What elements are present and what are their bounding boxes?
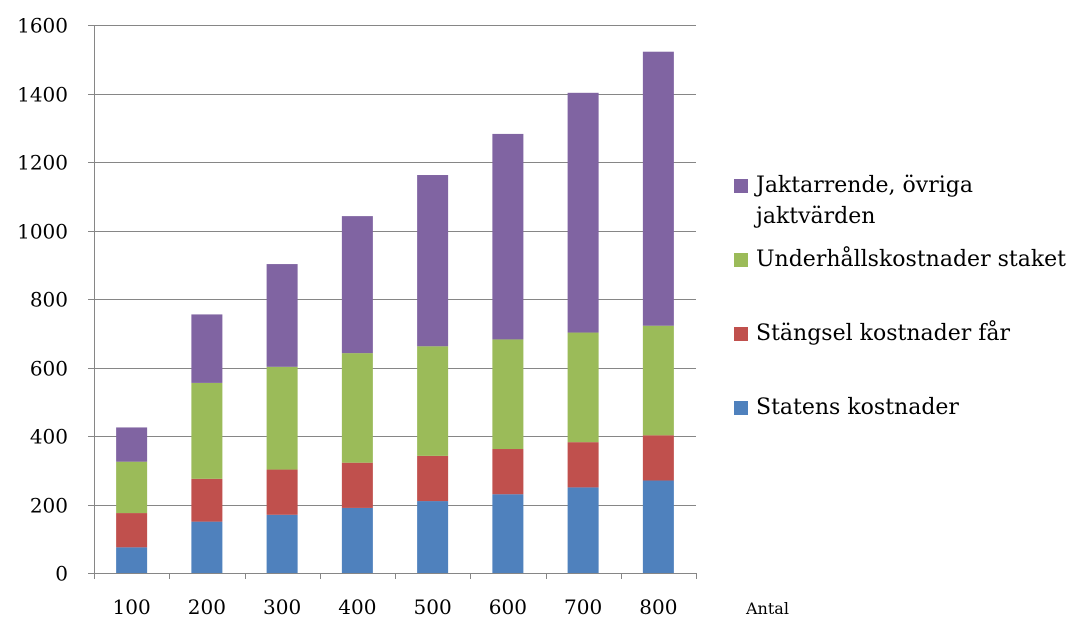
legend-label-stangsel: Stängsel kostnader får [756, 321, 1010, 346]
bar-segment [191, 521, 223, 573]
bar-segment [492, 339, 524, 450]
y-tick-label: 1200 [17, 151, 68, 175]
bars [116, 51, 674, 573]
bar-segment [116, 427, 148, 462]
legend-item-statens: Statens kostnader [734, 392, 1069, 466]
bar-segment [417, 346, 449, 456]
bar-segment [116, 461, 148, 514]
bar-segment [642, 325, 674, 436]
bar-segment [341, 216, 373, 354]
y-tick-label: 1000 [17, 220, 68, 244]
x-tick-label: 400 [338, 595, 376, 619]
bar-segment [492, 494, 524, 573]
bar-segment [266, 469, 298, 515]
x-tick-label: 800 [639, 595, 677, 619]
y-tick-label: 800 [30, 288, 68, 312]
bar-segment [266, 264, 298, 367]
legend-item-stangsel: Stängsel kostnader får [734, 318, 1069, 392]
axes [88, 25, 697, 579]
bar-segment [116, 547, 148, 573]
bar-segment [567, 487, 599, 573]
bar-segment [567, 92, 599, 333]
y-tick-label: 1600 [17, 14, 68, 38]
legend-swatch-underhall [734, 253, 748, 267]
bar-segment [191, 314, 223, 383]
bar-segment [642, 480, 674, 573]
bar-segment [341, 507, 373, 573]
x-tick-label: 100 [113, 595, 151, 619]
bar-segment [642, 435, 674, 481]
bar-segment [341, 462, 373, 508]
bar-segment [266, 366, 298, 470]
y-tick-label: 1400 [17, 83, 68, 107]
bar-segment [116, 513, 148, 548]
bar-segment [567, 332, 599, 443]
legend-swatch-statens [734, 401, 748, 415]
bar-segment [567, 442, 599, 488]
legend-swatch-stangsel [734, 327, 748, 341]
y-tick-label: 600 [30, 357, 68, 381]
bar-segment [417, 501, 449, 573]
legend-label-statens: Statens kostnader [756, 395, 959, 420]
gridlines [94, 25, 696, 506]
x-axis-title: Antal [745, 599, 789, 618]
legend-item-underhall: Underhållskostnader staket [734, 244, 1069, 318]
y-tick-label: 400 [30, 425, 68, 449]
bar-segment [191, 478, 223, 522]
x-tick-label: 500 [414, 595, 452, 619]
legend-label-underhall: Underhållskostnader staket [756, 247, 1067, 272]
bar-segment [417, 175, 449, 347]
x-tick-label: 200 [188, 595, 226, 619]
legend-label-jaktarrende: Jaktarrende, övriga jaktvärden [756, 173, 973, 229]
x-tick-labels: 100 200 300 400 500 600 700 800 [113, 595, 678, 619]
x-tick-label: 300 [263, 595, 301, 619]
bar-segment [492, 133, 524, 340]
bar-segment [191, 382, 223, 479]
legend-item-jaktarrende: Jaktarrende, övriga jaktvärden [734, 170, 1069, 244]
bar-segment [492, 449, 524, 495]
y-tick-label: 0 [55, 562, 68, 586]
x-tick-label: 600 [489, 595, 527, 619]
y-tick-labels: 0 200 400 600 800 1000 1200 1400 1600 [17, 14, 68, 586]
legend-swatch-jaktarrende [734, 179, 748, 193]
bar-segment [266, 514, 298, 573]
bar-segment [642, 51, 674, 326]
y-tick-label: 200 [30, 494, 68, 518]
bar-segment [341, 353, 373, 463]
legend: Jaktarrende, övriga jaktvärden Underhåll… [734, 170, 1069, 466]
x-tick-label: 700 [564, 595, 602, 619]
bar-segment [417, 455, 449, 502]
